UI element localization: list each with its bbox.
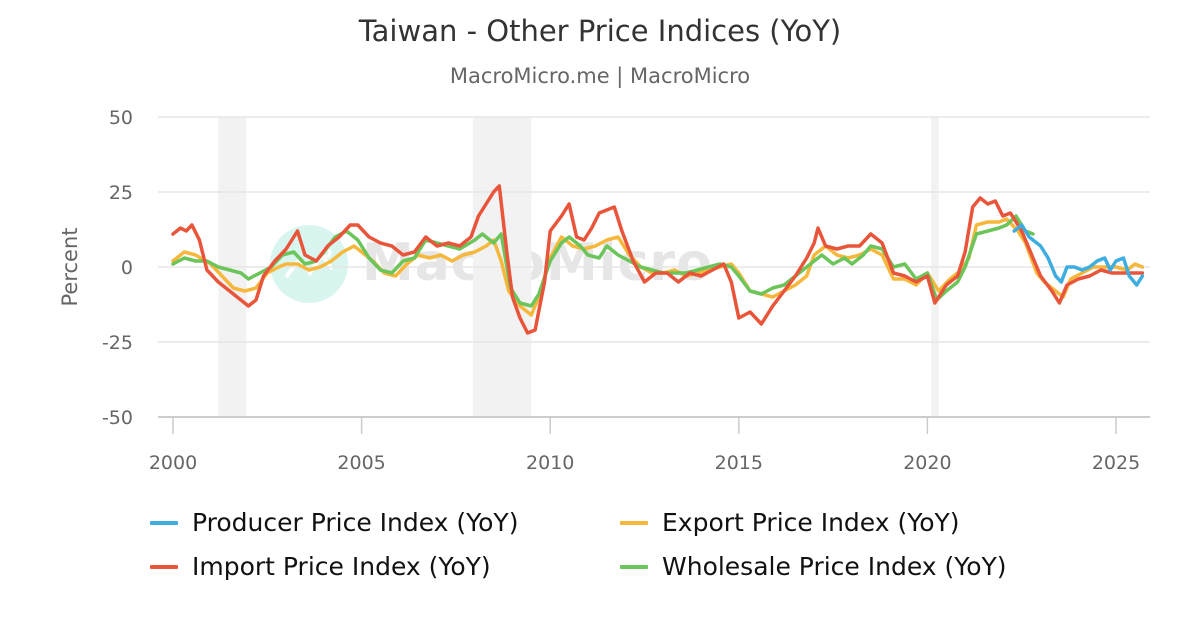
series-line <box>171 184 1145 335</box>
legend-item-ppi[interactable]: Producer Price Index (YoY) <box>150 508 518 537</box>
x-tick-label: 2020 <box>903 452 951 474</box>
legend-label-ppi: Producer Price Index (YoY) <box>192 508 519 537</box>
y-tick-label: -50 <box>102 407 133 429</box>
y-tick-label: 50 <box>109 107 133 129</box>
x-tick-label: 2015 <box>715 452 763 474</box>
legend-label-import: Import Price Index (YoY) <box>192 552 491 581</box>
series-line <box>1012 223 1145 287</box>
legend-swatch-ppi <box>150 520 178 525</box>
x-axis: 2000 2005 2010 2015 2020 2025 <box>149 417 1140 474</box>
legend-label-wholesale: Wholesale Price Index (YoY) <box>662 552 1007 581</box>
y-axis-label: Percent <box>58 227 82 306</box>
series-line <box>171 214 1035 308</box>
y-axis: 50 25 0 -25 -50 <box>102 107 133 429</box>
x-tick-label: 2025 <box>1092 452 1140 474</box>
legend-swatch-export <box>620 520 648 525</box>
chart-title: Taiwan - Other Price Indices (YoY) <box>358 14 842 48</box>
x-tick-label: 2000 <box>149 452 197 474</box>
legend-swatch-wholesale <box>620 564 648 569</box>
legend-item-wholesale[interactable]: Wholesale Price Index (YoY) <box>620 552 1007 581</box>
y-tick-label: 25 <box>109 182 133 204</box>
x-tick-label: 2010 <box>526 452 574 474</box>
legend-label-export: Export Price Index (YoY) <box>662 508 960 537</box>
legend-item-import[interactable]: Import Price Index (YoY) <box>150 552 491 581</box>
y-tick-label: 0 <box>121 257 133 279</box>
y-tick-label: -25 <box>102 332 133 354</box>
legend-swatch-import <box>150 564 178 569</box>
series-lines <box>171 184 1145 335</box>
chart-subtitle: MacroMicro.me | MacroMicro <box>449 64 751 88</box>
x-tick-label: 2005 <box>337 452 385 474</box>
legend-item-export[interactable]: Export Price Index (YoY) <box>620 508 960 537</box>
